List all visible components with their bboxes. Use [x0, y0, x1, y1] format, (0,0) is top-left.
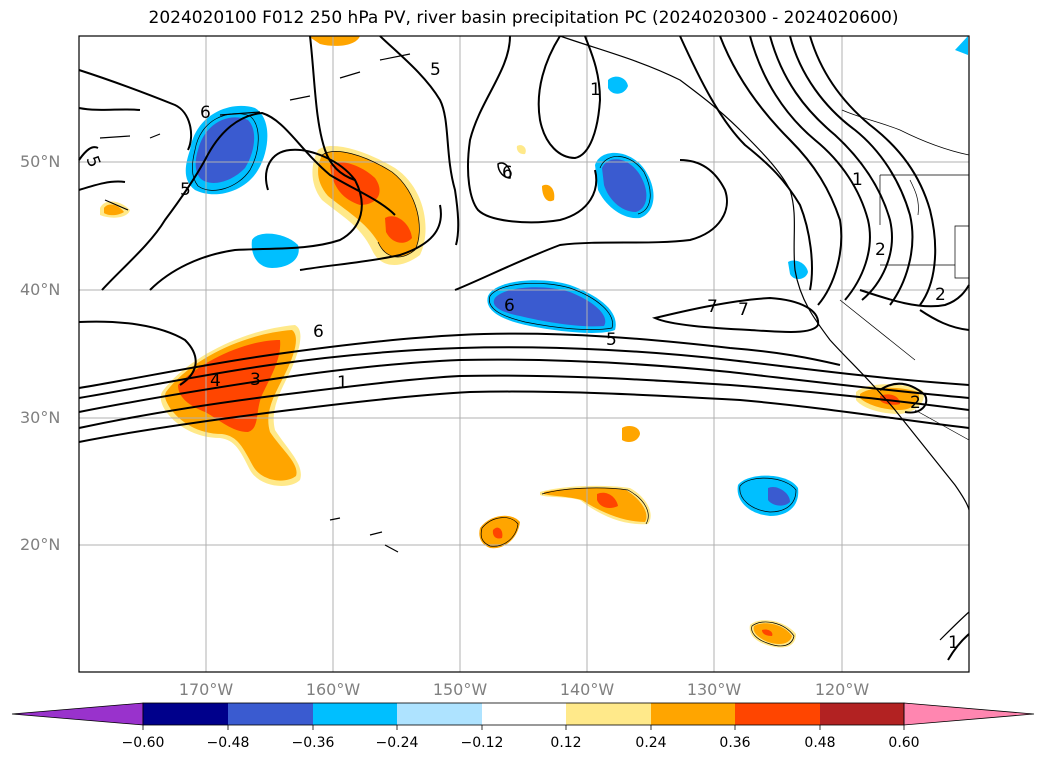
contour-label: 4 [210, 371, 221, 391]
map-frame [78, 35, 970, 673]
lon-label: 140°W [559, 680, 615, 699]
contour-label: 1 [852, 170, 863, 190]
contour-label: 1 [948, 633, 959, 653]
contour-label: 3 [250, 370, 261, 390]
lat-label: 30°N [20, 408, 61, 427]
lat-label: 50°N [20, 152, 61, 171]
contour-label: 2 [910, 393, 921, 413]
colorbar-tick-label: −0.60 [121, 735, 165, 751]
contour-label: 2 [935, 285, 946, 305]
map-title: 2024020100 F012 250 hPa PV, river basin … [148, 8, 899, 28]
contour-label: 6 [502, 163, 513, 183]
colorbar-tick-label: 0.24 [635, 735, 667, 751]
contour-label: 5 [606, 330, 617, 350]
colorbar-tick-label: −0.12 [460, 735, 504, 751]
pv-contours [78, 35, 970, 661]
contour-label: 6 [313, 322, 324, 342]
colorbar-tick-label: 0.48 [804, 735, 836, 751]
colorbar [11, 702, 1035, 730]
contour-label: 5 [180, 180, 191, 200]
contour-label: 6 [200, 103, 211, 123]
colorbar-tick-label: −0.48 [206, 735, 250, 751]
colorbar-tick-label: 0.36 [719, 735, 751, 751]
contour-label: 1 [590, 80, 601, 100]
colorbar-tick-label: −0.24 [375, 735, 419, 751]
contour-label: 7 [707, 297, 718, 317]
lon-label: 170°W [178, 680, 234, 699]
lon-label: 160°W [305, 680, 361, 699]
contour-label: 6 [504, 296, 515, 316]
contour-label: 5 [430, 60, 441, 80]
lon-label: 120°W [814, 680, 870, 699]
contour-label: 2 [875, 240, 886, 260]
lat-label: 40°N [20, 280, 61, 299]
lat-label: 20°N [20, 535, 61, 554]
contour-labels: 5 6 5 5 1 1 2 2 7 6 6 5 7 6 4 3 1 2 1 [82, 60, 959, 653]
contour-label: 1 [337, 373, 348, 393]
lon-label: 150°W [432, 680, 488, 699]
colorbar-tick-label: 0.60 [888, 735, 920, 751]
lon-label: 130°W [686, 680, 742, 699]
graticule [79, 36, 969, 672]
contour-label: 7 [738, 300, 749, 320]
colorbar-tick-label: −0.36 [291, 735, 335, 751]
colorbar-tick-label: 0.12 [550, 735, 582, 751]
